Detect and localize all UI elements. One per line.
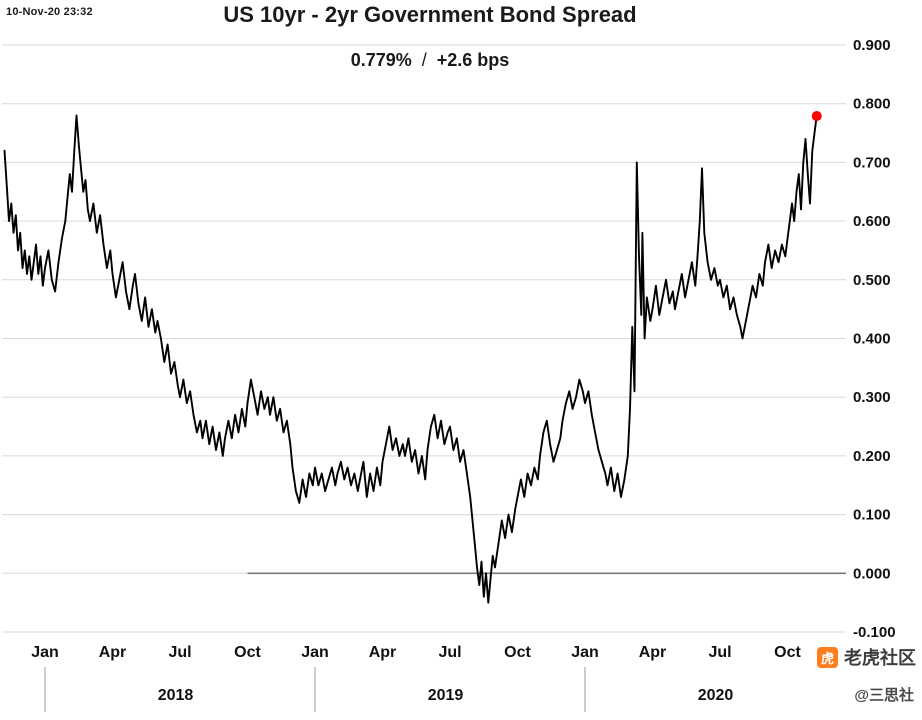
x-axis-tick-label: Apr <box>639 644 667 661</box>
x-axis-tick-label: Jan <box>301 644 329 661</box>
y-axis-tick-label: 0.100 <box>853 507 891 524</box>
y-axis-tick-label: 0.900 <box>853 37 891 54</box>
chart-timestamp: 10-Nov-20 23:32 <box>6 6 93 18</box>
tiger-logo-icon: 虎 <box>817 646 838 668</box>
y-axis-tick-label: 0.200 <box>853 448 891 465</box>
x-axis-tick-label: Apr <box>99 644 127 661</box>
y-axis-tick-label: 0.800 <box>853 96 891 113</box>
spread-series-line <box>3 114 818 604</box>
watermark: 虎 老虎社区 <box>817 644 916 670</box>
x-axis-tick-label: Oct <box>234 644 261 661</box>
y-axis-tick-label: 0.500 <box>853 272 891 289</box>
chart-title: US 10yr - 2yr Government Bond Spread <box>223 2 637 27</box>
x-axis-tick-label: Jul <box>708 644 731 661</box>
daily-change: +2.6 bps <box>436 50 510 70</box>
y-axis-tick-label: 0.300 <box>853 389 891 406</box>
latest-point-marker <box>811 111 822 122</box>
watermark-handle: @三思社 <box>854 687 914 704</box>
year-label: 2018 <box>158 687 194 704</box>
watermark-brand: 老虎社区 <box>844 648 916 668</box>
x-axis-tick-label: Oct <box>504 644 531 661</box>
x-axis-tick-label: Jan <box>571 644 599 661</box>
subtitle-separator: / <box>421 50 427 70</box>
x-axis-tick-label: Apr <box>369 644 397 661</box>
chart-subtitle: 0.779% / +2.6 bps <box>0 50 860 71</box>
x-axis-tick-label: Oct <box>774 644 801 661</box>
x-axis-tick-label: Jul <box>438 644 461 661</box>
latest-value: 0.779% <box>350 50 412 70</box>
y-axis-tick-label: 0.400 <box>853 331 891 348</box>
x-axis-tick-label: Jul <box>168 644 191 661</box>
y-axis-tick-label: 0.000 <box>853 565 891 582</box>
year-label: 2019 <box>428 687 464 704</box>
y-axis-tick-label: -0.100 <box>853 624 896 641</box>
x-axis-tick-label: Jan <box>31 644 59 661</box>
y-axis-tick-label: 0.700 <box>853 154 891 171</box>
year-label: 2020 <box>698 687 734 704</box>
y-axis-tick-label: 0.600 <box>853 213 891 230</box>
